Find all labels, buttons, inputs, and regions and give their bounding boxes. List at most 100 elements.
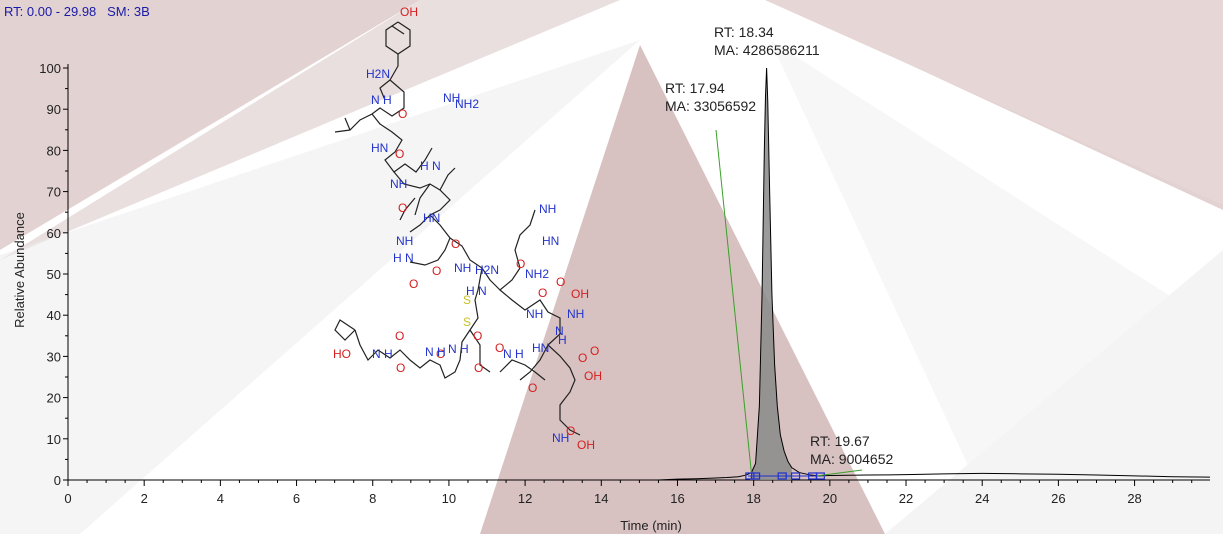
atom-label: O bbox=[398, 107, 407, 121]
y-tick-label: 90 bbox=[47, 102, 61, 117]
x-tick-label: 2 bbox=[141, 491, 148, 506]
y-tick-label: 40 bbox=[47, 308, 61, 323]
atom-label: H N bbox=[420, 159, 441, 173]
atom-label: O bbox=[451, 237, 460, 251]
atom-label: NH2 bbox=[455, 97, 479, 111]
bond bbox=[385, 21, 411, 55]
y-tick-label: 80 bbox=[47, 143, 61, 158]
peak-leader-line bbox=[715, 129, 752, 473]
bond bbox=[414, 183, 431, 216]
atom-label: O bbox=[495, 341, 504, 355]
y-tick-label: 30 bbox=[47, 349, 61, 364]
annotation-layer: RT: 17.94 MA: 33056592 RT: 18.34 MA: 428658… bbox=[665, 24, 893, 477]
atom-label: HN bbox=[423, 211, 440, 225]
atom-label: NH bbox=[567, 307, 584, 321]
atom-label: HN bbox=[371, 141, 388, 155]
y-tick-label: 10 bbox=[47, 432, 61, 447]
x-tick-label: 20 bbox=[823, 491, 837, 506]
x-axis-label: Time (min) bbox=[620, 518, 682, 533]
bond bbox=[393, 171, 451, 233]
atom-label: O bbox=[432, 264, 441, 278]
y-tick-label: 20 bbox=[47, 391, 61, 406]
x-tick-label: 14 bbox=[594, 491, 608, 506]
atom-label: OH bbox=[577, 438, 595, 452]
atom-label: OH bbox=[400, 5, 418, 19]
atom-label: NH bbox=[526, 307, 543, 321]
atom-label: H2N bbox=[366, 67, 390, 81]
y-tick-label: 60 bbox=[47, 226, 61, 241]
peak-fill bbox=[749, 68, 792, 480]
atom-label: O bbox=[474, 361, 483, 375]
peak-rt-label: RT: 19.67 bbox=[810, 433, 870, 449]
atom-label: S bbox=[463, 315, 471, 329]
watermark-ray bbox=[0, 0, 620, 260]
atom-label: O bbox=[409, 277, 418, 291]
trace-line bbox=[68, 67, 1211, 481]
bond bbox=[334, 79, 405, 133]
x-tick-label: 12 bbox=[518, 491, 532, 506]
atom-label: NH2 bbox=[525, 267, 549, 281]
x-tick-label: 4 bbox=[217, 491, 224, 506]
peak-area-label: MA: 33056592 bbox=[665, 98, 756, 114]
atom-label: N H bbox=[425, 345, 446, 359]
atom-label: O bbox=[398, 201, 407, 215]
atom-label: O bbox=[395, 329, 404, 343]
y-tick-label: 0 bbox=[54, 473, 61, 488]
atom-label: O bbox=[516, 257, 525, 271]
atom-label: OH bbox=[584, 369, 602, 383]
x-tick-label: 0 bbox=[64, 491, 71, 506]
atom-label: H2N bbox=[475, 263, 499, 277]
bond bbox=[519, 344, 549, 381]
bond bbox=[449, 237, 521, 291]
sm-value: 3B bbox=[133, 4, 150, 19]
x-tick-label: 6 bbox=[293, 491, 300, 506]
atom-label: H N bbox=[393, 251, 414, 265]
atom-label: HN bbox=[532, 341, 549, 355]
atom-label: NH bbox=[396, 234, 413, 248]
x-tick-label: 10 bbox=[442, 491, 456, 506]
peak-area-label: MA: 4286586211 bbox=[714, 42, 820, 58]
atom-label: O bbox=[395, 147, 404, 161]
bond bbox=[399, 197, 416, 221]
atom-label: N bbox=[555, 324, 564, 338]
watermark-ray bbox=[765, 0, 1223, 205]
atom-label: O bbox=[538, 286, 547, 300]
atom-label: N H bbox=[371, 93, 392, 107]
peak-rt-label: RT: 18.34 bbox=[714, 24, 774, 40]
bond bbox=[354, 267, 483, 379]
watermark-ray bbox=[0, 40, 640, 534]
atom-label: N H bbox=[372, 347, 393, 361]
atom-label: O bbox=[528, 381, 537, 395]
peak-rt-label: RT: 17.94 bbox=[665, 80, 725, 96]
atom-label: O bbox=[578, 351, 587, 365]
atom-label: H N bbox=[466, 284, 487, 298]
x-tick-label: 26 bbox=[1051, 491, 1065, 506]
watermark-ray bbox=[770, 40, 1223, 534]
atom-label: O bbox=[590, 344, 599, 358]
atom-label: NH bbox=[390, 177, 407, 191]
atom-label: S bbox=[463, 293, 471, 307]
atom-label: H bbox=[558, 333, 567, 347]
x-tick-label: 22 bbox=[899, 491, 913, 506]
atom-label: NH bbox=[539, 202, 556, 216]
bond bbox=[371, 113, 433, 173]
x-tick-label: 16 bbox=[670, 491, 684, 506]
atom-label: N H bbox=[503, 347, 524, 361]
atom-label: NH bbox=[443, 91, 460, 105]
sm-label: SM: bbox=[107, 4, 131, 19]
peak-area-label: MA: 9004652 bbox=[810, 451, 893, 467]
atom-label: O bbox=[473, 329, 482, 343]
bond bbox=[499, 289, 561, 346]
watermark-ray bbox=[0, 0, 420, 250]
peak-leader-line bbox=[817, 469, 863, 477]
bond bbox=[499, 359, 546, 381]
bond bbox=[334, 319, 356, 341]
bond bbox=[344, 117, 351, 131]
bond bbox=[439, 167, 456, 191]
atom-label: O bbox=[396, 361, 405, 375]
